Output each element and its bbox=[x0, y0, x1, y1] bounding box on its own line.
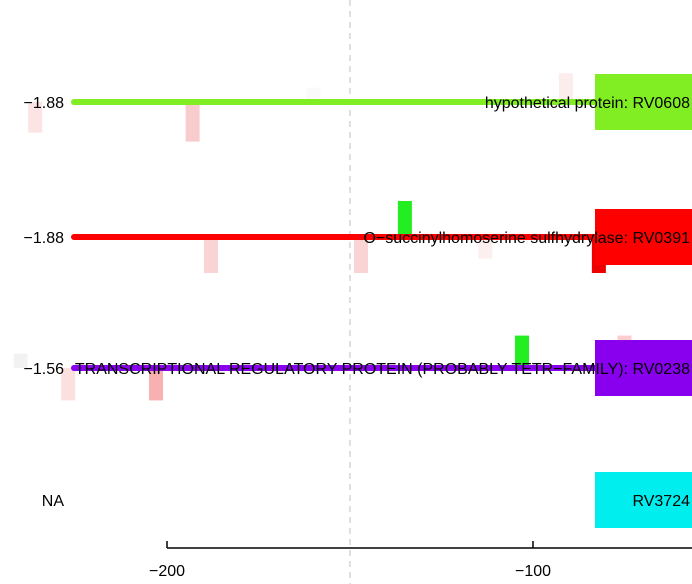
score-label: −1.88 bbox=[24, 230, 65, 247]
bar bbox=[61, 368, 76, 401]
gene-rows: −1.88 hypothetical protein: RV0608 −1.88 O−… bbox=[13, 73, 692, 528]
bar bbox=[478, 237, 493, 259]
gene-label: O−succinylhomoserine sulfhydrylase: RV03… bbox=[363, 230, 690, 247]
bar bbox=[185, 102, 200, 142]
bar bbox=[306, 87, 321, 102]
gene-row: NA RV3724 bbox=[42, 472, 692, 528]
gene-label: RV3724 bbox=[632, 493, 690, 510]
score-label: −1.56 bbox=[24, 361, 65, 378]
bar bbox=[515, 335, 530, 368]
gene-label: TRANSCRIPTIONAL REGULATORY PROTEIN (PROB… bbox=[75, 361, 690, 378]
gene-row: −1.88 hypothetical protein: RV0608 bbox=[24, 73, 692, 142]
bar bbox=[397, 201, 412, 237]
x-tick-label: −100 bbox=[515, 563, 551, 580]
gene-color-box bbox=[595, 472, 692, 528]
bar bbox=[28, 102, 43, 133]
bar bbox=[13, 353, 28, 368]
gene-color-box bbox=[595, 340, 692, 396]
gene-label: hypothetical protein: RV0608 bbox=[485, 95, 690, 112]
bar bbox=[149, 368, 164, 401]
x-tick-label: −200 bbox=[149, 563, 185, 580]
gene-row: −1.88 O−succinylhomoserine sulfhydrylase:… bbox=[24, 201, 692, 273]
score-label: −1.88 bbox=[24, 95, 65, 112]
bar bbox=[203, 237, 218, 273]
bar bbox=[353, 237, 368, 273]
gene-color-box bbox=[595, 74, 692, 130]
gene-row: −1.56 TRANSCRIPTIONAL REGULATORY PROTEIN … bbox=[13, 335, 692, 401]
grid-lines bbox=[349, 0, 351, 584]
bar bbox=[558, 73, 573, 102]
x-axis: −200−100−1 bbox=[149, 541, 692, 580]
score-label: NA bbox=[42, 493, 65, 510]
gene-color-box bbox=[595, 209, 692, 265]
